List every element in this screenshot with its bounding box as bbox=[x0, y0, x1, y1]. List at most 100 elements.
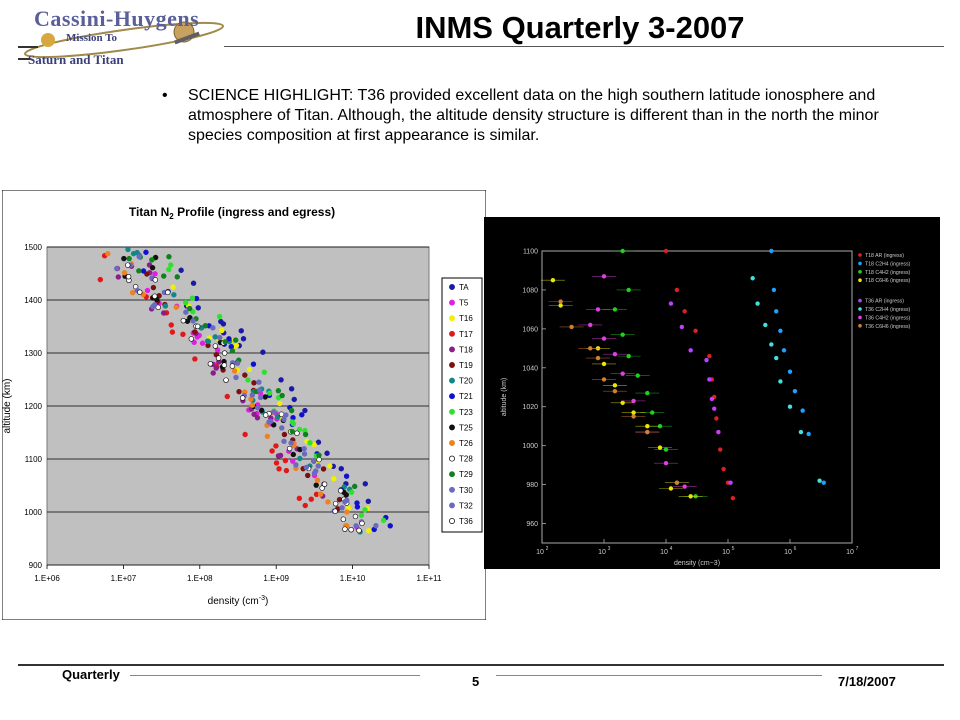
chart1-legend-marker bbox=[449, 502, 455, 509]
header-rule bbox=[224, 46, 944, 47]
chart1-point-t17 bbox=[168, 322, 174, 328]
chart2-x-tick-label: 10 bbox=[660, 549, 668, 556]
chart2-point bbox=[798, 429, 804, 435]
chart1-point-t16 bbox=[233, 342, 240, 349]
chart1-legend-marker bbox=[449, 408, 455, 415]
chart2-point bbox=[620, 371, 625, 376]
chart2-point bbox=[550, 278, 556, 283]
chart1-point-t29 bbox=[289, 428, 296, 435]
chart1-legend-marker bbox=[449, 455, 455, 462]
chart2-point bbox=[787, 404, 793, 409]
chart2-point bbox=[645, 429, 650, 435]
chart1-point-t17 bbox=[283, 467, 290, 474]
titan-n2-profile-chart: Titan N2 Profile (ingress and egress) 90… bbox=[2, 190, 486, 620]
chart1-point-ta bbox=[291, 396, 297, 403]
chart1-x-ticks: 1.E+06 1.E+07 1.E+08 1.E+09 1.E+10 1.E+11 bbox=[34, 565, 442, 583]
chart1-points bbox=[97, 246, 393, 535]
chart2-x-tick-exponent: 7 bbox=[856, 546, 859, 552]
page-number: 5 bbox=[472, 674, 480, 689]
chart1-point-t36 bbox=[229, 363, 236, 369]
chart2-legend: T18 AR (ingress) T18 C2H4 (ingress) T18 C4… bbox=[858, 253, 911, 330]
chart1-point-t19 bbox=[336, 496, 343, 503]
chart2-x-tick-exponent: 4 bbox=[670, 546, 673, 552]
chart1-legend-label: T30 bbox=[459, 486, 473, 495]
chart1-point-t25 bbox=[262, 394, 268, 400]
chart2-legend-marker bbox=[858, 278, 862, 282]
chart1-point-t18 bbox=[275, 453, 282, 459]
chart1-point-t36 bbox=[321, 481, 328, 487]
chart2-point bbox=[635, 373, 640, 378]
chart1-point-t30 bbox=[279, 425, 285, 431]
chart2-point bbox=[730, 496, 736, 501]
chart1-x-axis-label: density (cm-3) bbox=[208, 595, 269, 607]
chart1-point-t26 bbox=[314, 477, 321, 483]
chart1-point-t20 bbox=[162, 303, 169, 309]
chart2-legend-label: T36 C4H2 (ingress) bbox=[865, 315, 911, 321]
footer-rule-top bbox=[18, 664, 944, 666]
chart2-point bbox=[558, 303, 563, 308]
chart1-x-tick-label: 1.E+06 bbox=[34, 574, 60, 583]
chart1-point-ta bbox=[362, 481, 368, 487]
chart1-legend-marker bbox=[449, 518, 455, 524]
chart2-point bbox=[588, 346, 593, 351]
chart1-point-t21 bbox=[343, 473, 350, 479]
chart1-point-t23 bbox=[296, 426, 303, 433]
chart1-point-t21 bbox=[299, 412, 305, 418]
chart1-point-t36 bbox=[359, 520, 365, 527]
chart1-point-t25 bbox=[121, 255, 127, 262]
chart1-y-tick-label: 1400 bbox=[24, 296, 42, 305]
chart1-point-t30 bbox=[254, 404, 261, 411]
footer-date: 7/18/2007 bbox=[838, 674, 896, 689]
chart1-point-t32 bbox=[257, 394, 264, 401]
chart2-point bbox=[714, 416, 719, 421]
chart1-point-t16 bbox=[327, 463, 333, 469]
chart1-point-t30 bbox=[293, 462, 299, 468]
chart1-point-t32 bbox=[353, 523, 359, 529]
bullet-marker: • bbox=[162, 87, 168, 104]
chart2-point bbox=[657, 424, 663, 429]
chart1-point-t36 bbox=[152, 277, 159, 283]
chart1-legend-label: T18 bbox=[459, 345, 473, 354]
chart1-point-t19 bbox=[150, 284, 157, 291]
chart1-legend-label: T25 bbox=[459, 423, 473, 432]
chart2-point bbox=[595, 307, 601, 312]
chart1-point-t32 bbox=[217, 334, 223, 341]
chart1-point-t28 bbox=[319, 485, 325, 491]
chart1-point-t5 bbox=[144, 287, 151, 294]
chart2-x-tick-label: 10 bbox=[598, 549, 606, 556]
chart2-point bbox=[612, 307, 618, 312]
chart1-point-t26 bbox=[121, 270, 128, 276]
chart1-point-t30 bbox=[315, 463, 321, 469]
chart2-point bbox=[712, 406, 717, 411]
chart2-x-tick-label: 10 bbox=[536, 549, 544, 556]
chart2-point bbox=[663, 460, 669, 466]
chart2-y-ticks: 960 980 1000 1020 1040 1060 1080 1100 bbox=[522, 249, 546, 528]
chart1-point-t25 bbox=[149, 265, 156, 271]
chart2-point bbox=[728, 480, 733, 485]
mission-logo: Cassini-Huygens Mission To Saturn and Ti… bbox=[14, 6, 224, 68]
chart2-legend-marker bbox=[858, 270, 862, 274]
chart1-point-t23 bbox=[348, 489, 355, 495]
chart1-point-t32 bbox=[283, 412, 289, 418]
chart2-point bbox=[718, 447, 723, 452]
chart2-point bbox=[620, 248, 625, 254]
chart1-legend-marker bbox=[449, 471, 455, 478]
chart2-point bbox=[755, 301, 760, 306]
chart1-legend-marker bbox=[449, 346, 455, 353]
chart2-point bbox=[778, 328, 783, 334]
chart1-point-t17 bbox=[276, 466, 282, 472]
chart1-point-ta bbox=[240, 336, 247, 342]
logo-line-3: Saturn and Titan bbox=[28, 52, 124, 67]
footer-label: Quarterly bbox=[62, 667, 120, 682]
chart1-point-t17 bbox=[302, 502, 308, 509]
chart1-point-t29 bbox=[126, 255, 132, 262]
chart1-point-ta bbox=[190, 280, 197, 286]
chart2-point bbox=[612, 388, 618, 394]
chart1-point-t30 bbox=[114, 265, 120, 272]
chart1-point-t25 bbox=[152, 254, 159, 261]
chart1-legend-marker bbox=[449, 424, 455, 431]
chart1-point-t29 bbox=[232, 337, 239, 343]
chart2-legend-label: T18 C2H4 (ingress) bbox=[865, 261, 911, 267]
chart2-plot-area bbox=[541, 250, 853, 544]
chart1-point-ta bbox=[220, 321, 227, 327]
